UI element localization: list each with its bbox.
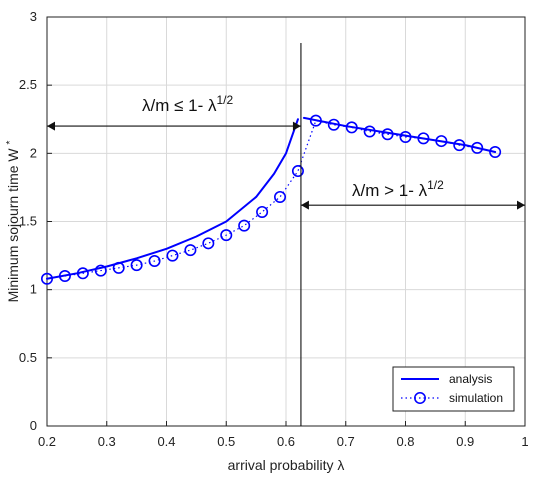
simulation-marker [238, 219, 251, 232]
x-tick-label: 0.9 [456, 434, 474, 449]
simulation-marker [76, 267, 89, 280]
simulation-marker [112, 261, 125, 274]
analysis-line-segment [46, 118, 299, 280]
legend-simulation-label: simulation [449, 391, 503, 405]
x-tick-label: 0.3 [98, 434, 116, 449]
x-tick-label: 0.4 [157, 434, 175, 449]
axis-labels: arrival probability λ Minimum sojourn ti… [5, 140, 345, 473]
simulation-marker [327, 118, 340, 131]
annotations-group: λ/m ≤ 1- λ1/2λ/m > 1- λ1/2 [47, 43, 525, 426]
x-axis-label: arrival probability λ [228, 457, 345, 473]
simulation-marker [148, 255, 161, 268]
simulation-marker [58, 270, 71, 283]
legend-simulation-marker [414, 392, 426, 404]
simulation-line [46, 119, 496, 280]
simulation-marker [471, 141, 484, 154]
legend-box [392, 366, 515, 412]
right-region-annotation-main: λ/m > 1- λ [352, 181, 428, 200]
left-region-annotation: λ/m ≤ 1- λ1/2 [142, 93, 234, 115]
y-axis-label: Minimum sojourn time W * [5, 140, 22, 302]
right-region-arrow-left-head [300, 200, 309, 210]
analysis-line-segment [302, 116, 497, 153]
y-tick-label: 2.5 [19, 77, 37, 92]
left-region-arrow-right-head [292, 121, 301, 131]
right-region-arrow [300, 200, 525, 210]
simulation-marker [40, 272, 53, 285]
simulation-marker [417, 132, 430, 145]
simulation-marker [220, 229, 233, 242]
x-tick-label: 1 [521, 434, 528, 449]
left-region-arrow [47, 121, 301, 131]
x-tick-label: 0.8 [396, 434, 414, 449]
left-region-annotation-main: λ/m ≤ 1- λ [142, 96, 217, 115]
simulation-marker [202, 237, 215, 250]
simulation-marker [453, 139, 466, 152]
y-tick-label: 0 [30, 418, 37, 433]
simulation-marker [291, 165, 304, 178]
x-tick-label: 0.6 [277, 434, 295, 449]
simulation-marker [381, 128, 394, 141]
right-region-arrow-right-head [517, 200, 525, 210]
simulation-marker [184, 244, 197, 257]
simulation-marker [130, 259, 143, 272]
y-axis-label-superscript: * [5, 140, 16, 144]
y-axis-label-main: Minimum sojourn time W [5, 148, 21, 303]
legend-analysis-label: analysis [449, 372, 492, 386]
simulation-marker [309, 114, 322, 127]
simulation-marker [256, 205, 269, 218]
x-tick-label: 0.7 [337, 434, 355, 449]
simulation-marker [489, 145, 502, 158]
left-region-arrow-left-head [47, 121, 55, 131]
simulation-marker [166, 249, 179, 262]
marks-group [40, 114, 502, 285]
left-region-annotation-superscript: 1/2 [217, 93, 234, 107]
simulation-marker [345, 121, 358, 134]
simulation-marker [435, 135, 448, 148]
x-tick-label: 0.2 [38, 434, 56, 449]
simulation-marker [363, 125, 376, 138]
y-tick-label: 0.5 [19, 350, 37, 365]
axes-group: 0.2 0.3 0.4 0.5 0.6 0.7 0.8 0.9 1 0 0.5 1 1.5 2 2.5 3 [19, 9, 529, 449]
right-region-annotation: λ/m > 1- λ1/2 [352, 178, 444, 200]
y-tick-label: 3 [30, 9, 37, 24]
x-tick-label: 0.5 [217, 434, 235, 449]
simulation-marker [274, 190, 287, 203]
right-region-annotation-superscript: 1/2 [427, 178, 444, 192]
simulation-marker [399, 130, 412, 143]
y-tick-label: 1 [30, 282, 37, 297]
y-tick-label: 2 [30, 145, 37, 160]
legend: analysis simulation [392, 366, 515, 412]
simulation-marker [94, 264, 107, 277]
y-tick-label: 1.5 [19, 214, 37, 229]
